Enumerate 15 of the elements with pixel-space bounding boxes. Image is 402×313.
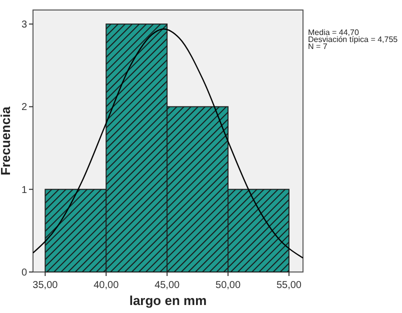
y-tick-label: 0 [21,268,28,278]
x-tick-label: 55,00 [276,280,302,291]
text: Media = 44,70 [308,28,360,37]
y-tick-label: 3 [21,20,28,31]
text: Desviación típica = 4,755 [308,35,398,44]
line-series [32,28,304,259]
text: N = 7 [308,42,328,51]
x-tick-label: 40,00 [94,280,120,291]
y-tick-label: 1 [21,184,28,196]
y-tick-label: 2 [21,102,28,114]
x-tick-label: 45,00 [154,280,180,291]
x-tick-label: 50,00 [216,280,241,291]
x-tick-label: 35,00 [32,280,58,291]
x-axis-title: largo en mm [129,293,207,308]
y-axis-title: Frecuencia [0,106,13,176]
